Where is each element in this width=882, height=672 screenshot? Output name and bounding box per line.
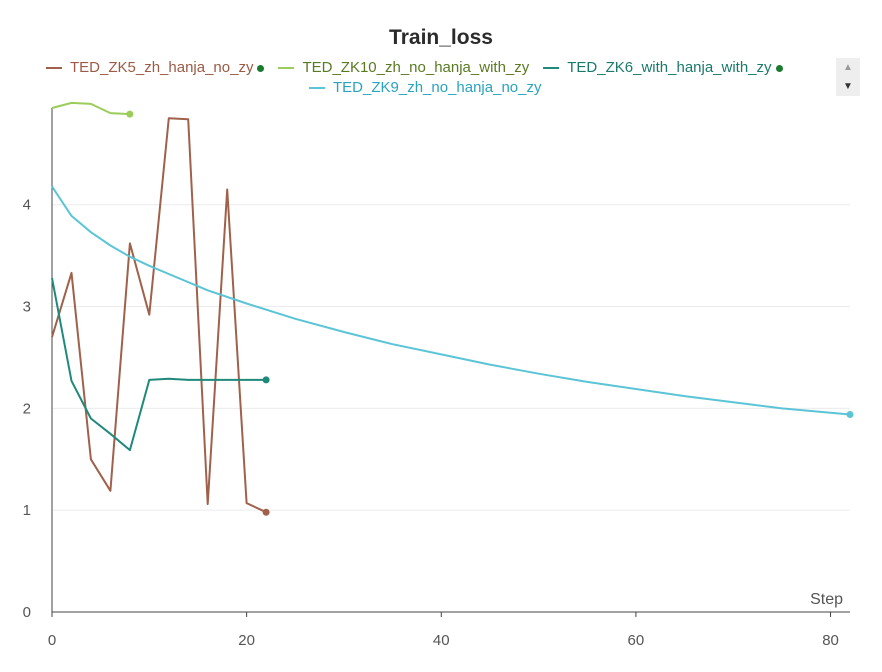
scroll-up-icon[interactable]: ▲ (843, 61, 853, 73)
legend-row-2: TED_ZK9_zh_no_hanja_no_zy (46, 78, 836, 98)
series-end-marker-3 (846, 410, 854, 418)
legend-swatch (278, 67, 295, 69)
x-tick-label: 20 (238, 632, 255, 649)
legend-item-zk9[interactable]: TED_ZK9_zh_no_hanja_no_zy (309, 78, 541, 98)
legend-item-zk10[interactable]: TED_ZK10_zh_no_hanja_with_zy (278, 58, 529, 78)
legend-swatch (543, 67, 560, 69)
series-line-3[interactable] (51, 185, 851, 416)
running-status-dot-icon (775, 64, 783, 72)
series-end-marker-1 (126, 110, 134, 118)
y-tick-label: 4 (23, 197, 31, 214)
x-tick-label: 80 (822, 632, 839, 649)
scroll-down-icon[interactable]: ▼ (843, 80, 853, 92)
y-tick-label: 3 (23, 299, 31, 316)
chart-title: Train_loss (389, 26, 493, 49)
y-tick-label: 1 (23, 502, 31, 519)
legend-label: TED_ZK10_zh_no_hanja_with_zy (302, 59, 530, 76)
series-layer (51, 101, 854, 516)
legend-item-zk5[interactable]: TED_ZK5_zh_hanja_no_zy (46, 58, 265, 78)
legend-swatch (46, 67, 62, 69)
legend-label: TED_ZK5_zh_hanja_no_zy (70, 59, 254, 76)
series-end-marker-0 (262, 508, 270, 516)
x-axis-label: Step (810, 591, 843, 608)
y-tick-label: 2 (23, 400, 31, 417)
x-tick-label: 40 (433, 632, 450, 649)
series-end-marker-2 (262, 376, 270, 384)
series-line-2[interactable] (51, 277, 267, 452)
legend-label: TED_ZK9_zh_no_hanja_no_zy (333, 79, 542, 96)
series-line-1[interactable] (51, 101, 130, 116)
legend-item-zk6[interactable]: TED_ZK6_with_hanja_with_zy (543, 58, 783, 78)
x-tick-label: 0 (48, 632, 56, 649)
legend-row-1: TED_ZK5_zh_hanja_no_zy TED_ZK10_zh_no_ha… (46, 58, 836, 78)
legend-swatch (309, 87, 325, 89)
x-tick-label: 60 (628, 632, 645, 649)
y-tick-label: 0 (23, 604, 31, 621)
legend-scroller: ▲ ▼ (836, 58, 860, 96)
legend-label: TED_ZK6_with_hanja_with_zy (567, 59, 772, 76)
grid-layer (52, 204, 850, 613)
running-status-dot-icon (257, 64, 265, 72)
series-line-0[interactable] (51, 117, 267, 514)
legend: TED_ZK5_zh_hanja_no_zy TED_ZK10_zh_no_ha… (46, 58, 836, 98)
